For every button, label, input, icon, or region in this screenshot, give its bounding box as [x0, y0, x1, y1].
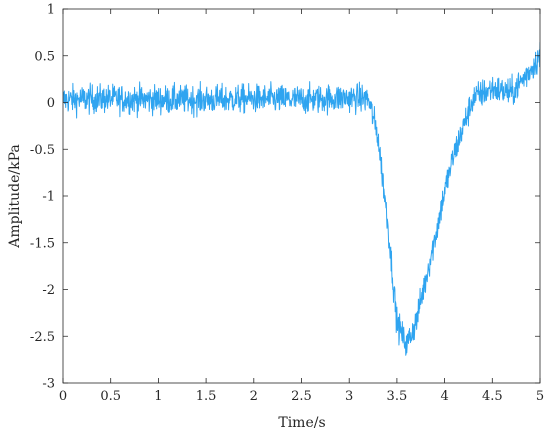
x-tick-label: 2 [250, 389, 258, 404]
axes-frame [62, 8, 541, 384]
x-tick-label: 4 [440, 389, 448, 404]
x-tick-label: 1.5 [196, 389, 217, 404]
y-axis-label: Amplitude/kPa [7, 144, 23, 249]
y-tick-label: 1 [47, 3, 55, 18]
x-axis-label: Time/s [278, 415, 325, 431]
y-tick-label: -1.5 [30, 236, 55, 251]
x-tick-label: 4.5 [482, 389, 503, 404]
x-tick-label: 3 [345, 389, 353, 404]
x-tick-label: 3.5 [387, 389, 408, 404]
y-tick-label: 0.5 [34, 49, 55, 64]
y-tick-label: -2.5 [30, 330, 55, 345]
x-tick-label: 1 [154, 389, 162, 404]
x-tick-label: 0 [59, 389, 67, 404]
axes: 0 0.5 1 1.5 2 2.5 3 3.5 4 4.5 5 -3 -2.5 -2 -1.5 -1 -0.5 0… [30, 3, 544, 405]
y-tick-label: -2 [42, 283, 55, 298]
x-tick-label: 0.5 [100, 389, 121, 404]
series-line-0 [63, 42, 540, 356]
y-tick-label: 0 [47, 96, 55, 111]
x-tick-label: 2.5 [291, 389, 312, 404]
x-tick-label: 5 [536, 389, 544, 404]
plot-area [63, 42, 540, 356]
y-tick-label: -3 [42, 377, 55, 392]
y-tick-label: -0.5 [30, 143, 55, 158]
y-tick-label: -1 [42, 190, 55, 205]
